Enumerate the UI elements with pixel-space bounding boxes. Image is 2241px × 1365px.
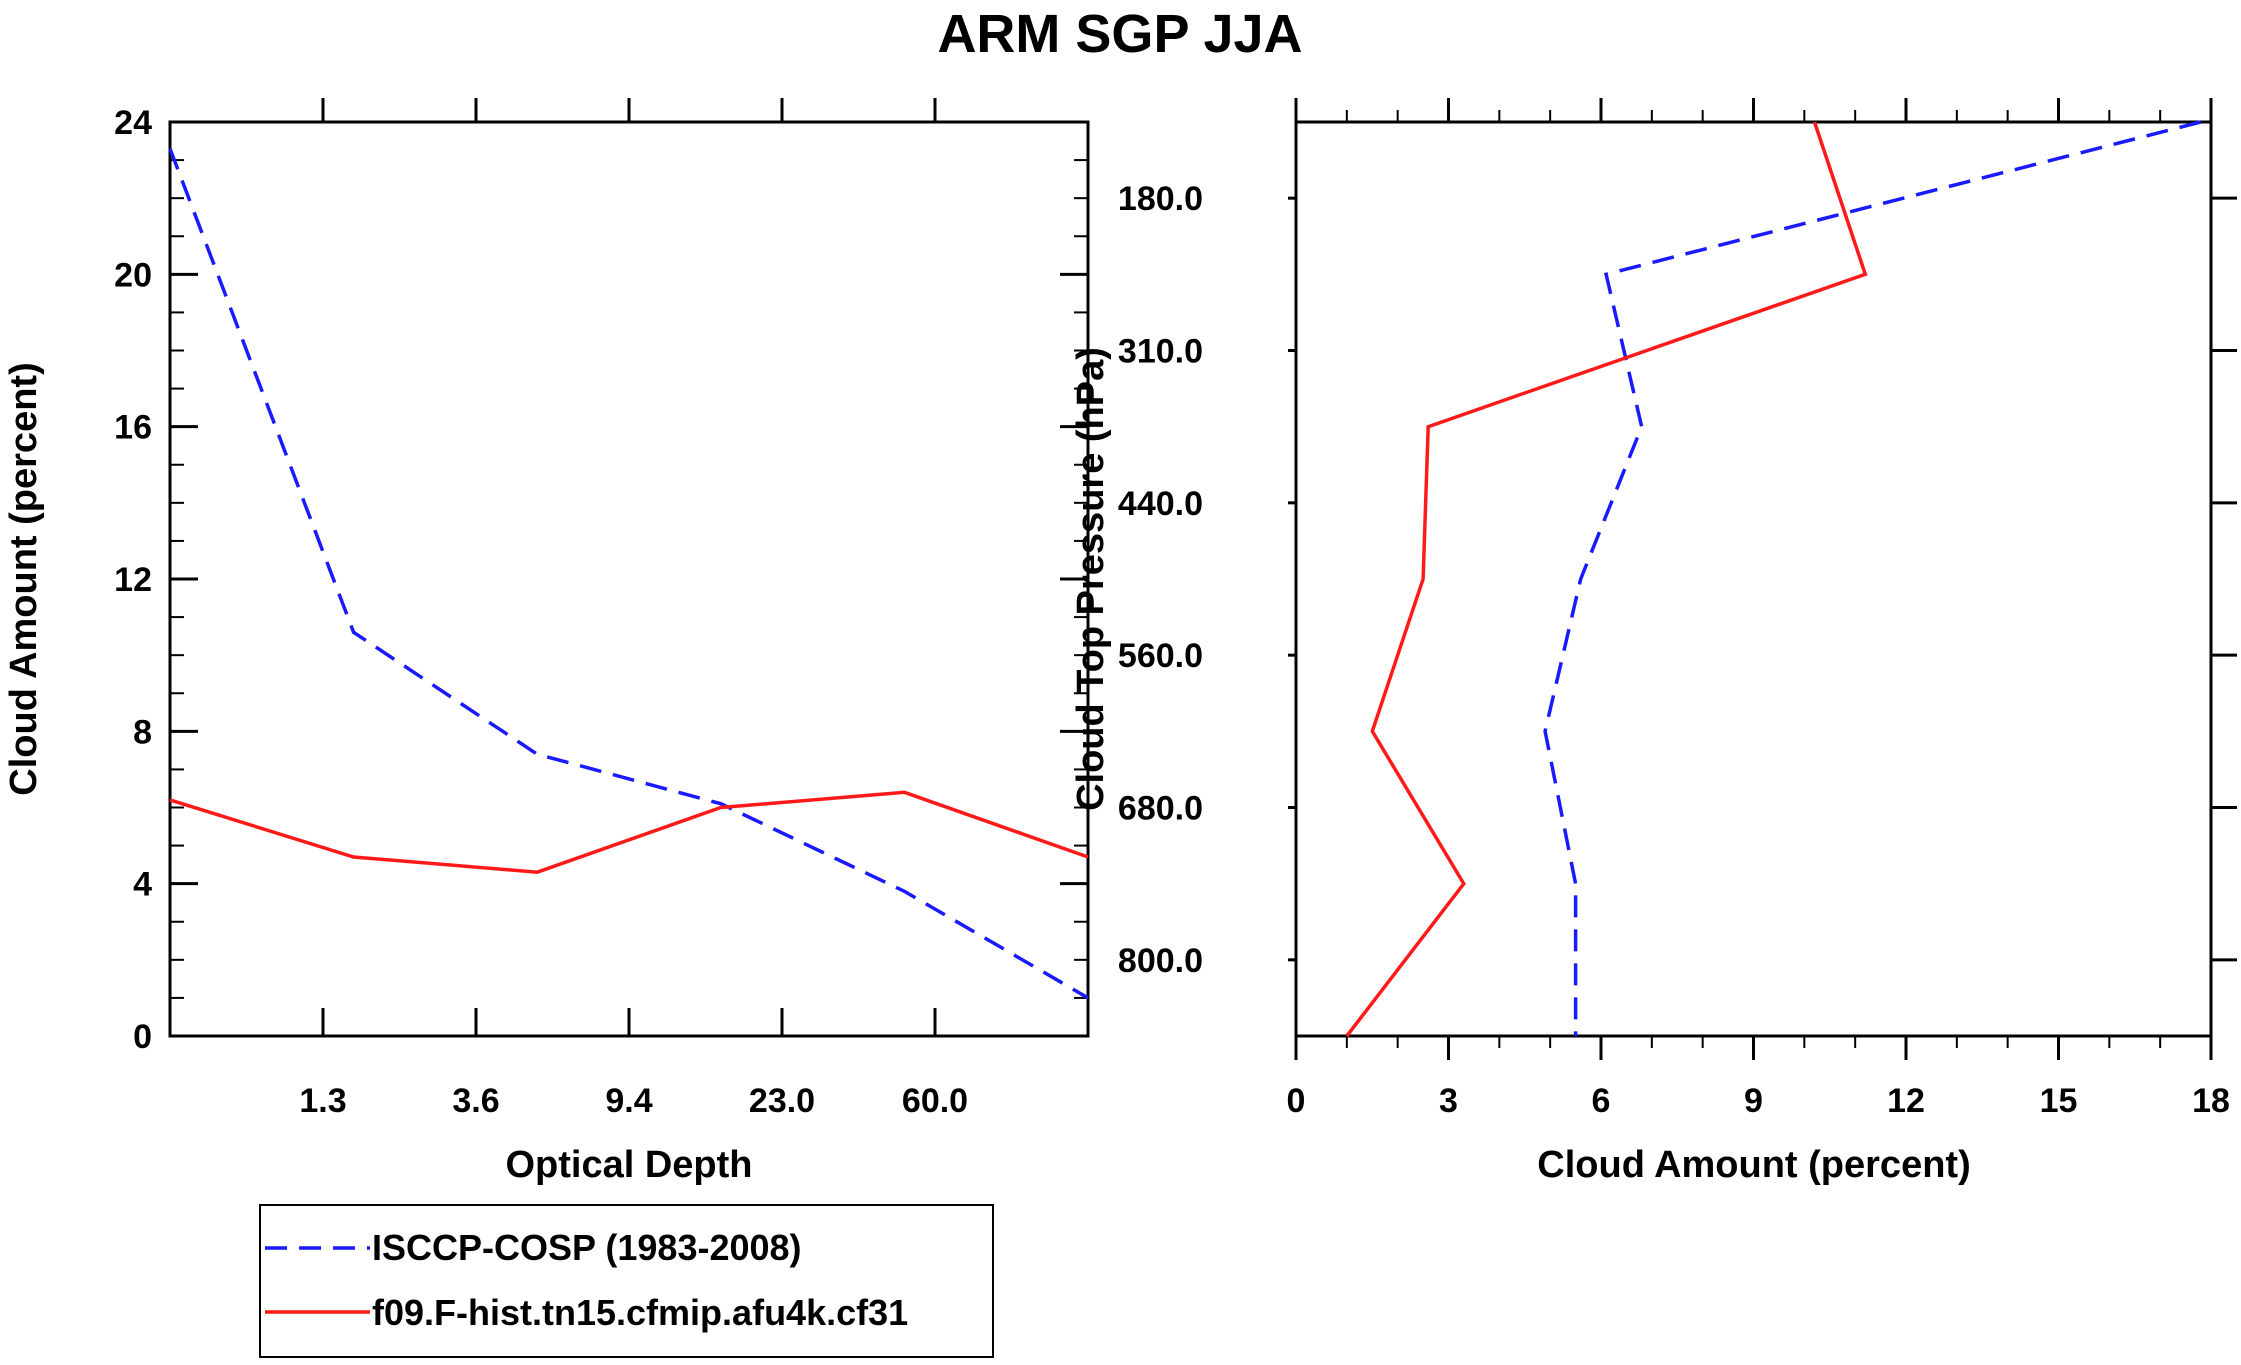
legend-box <box>259 1204 994 1358</box>
left-series-model-line <box>169 790 1089 874</box>
left-y-axis: 0 4 8 12 16 20 24 <box>114 104 1088 1056</box>
right-y-axis: 180.0 310.0 440.0 560.0 680.0 800.0 <box>1118 180 2237 980</box>
left-plot-frame <box>168 120 1090 1038</box>
right-x-tick-label: 18 <box>2192 1082 2230 1120</box>
legend: ISCCP-COSP (1983-2008) f09.F-hist.tn15.c… <box>259 1204 994 1358</box>
right-series-model-line <box>1345 121 1868 1038</box>
right-plot-frame <box>1294 120 2213 1038</box>
right-y-tick-label: 440.0 <box>1118 485 1203 523</box>
left-panel: 0 4 8 12 16 20 24 1.3 3.6 9.4 23.0 60.0 Optical De… <box>3 98 1090 1186</box>
left-x-tick-label: 23.0 <box>749 1082 815 1120</box>
right-x-tick-label: 3 <box>1439 1082 1458 1120</box>
left-x-tick-label: 3.6 <box>452 1082 499 1120</box>
right-y-tick-label: 680.0 <box>1118 790 1203 828</box>
legend-label-obs: ISCCP-COSP (1983-2008) <box>372 1227 802 1268</box>
right-x-tick-label: 9 <box>1744 1082 1763 1120</box>
left-y-tick-label: 0 <box>133 1018 152 1056</box>
left-y-tick-label: 16 <box>114 409 152 447</box>
left-series-obs-line <box>168 148 1089 1000</box>
legend-label-model: f09.F-hist.tn15.cfmip.afu4k.cf31 <box>372 1292 908 1333</box>
right-x-tick-label: 0 <box>1287 1082 1306 1120</box>
left-series <box>168 148 1089 1000</box>
right-x-tick-label: 6 <box>1592 1082 1611 1120</box>
right-y-tick-label: 800.0 <box>1118 942 1203 980</box>
left-y-tick-label: 4 <box>133 866 152 904</box>
left-x-axis: 1.3 3.6 9.4 23.0 60.0 <box>299 98 968 1120</box>
right-x-axis-label: Cloud Amount (percent) <box>1537 1144 1970 1186</box>
left-y-tick-label: 8 <box>133 713 152 751</box>
chart-title: ARM SGP JJA <box>937 4 1302 64</box>
right-y-tick-label: 310.0 <box>1118 333 1203 371</box>
right-series-obs-line <box>1543 120 2202 1036</box>
right-x-tick-label: 12 <box>1887 1082 1925 1120</box>
left-y-axis-label: Cloud Amount (percent) <box>3 362 45 795</box>
left-y-tick-label: 24 <box>114 104 152 142</box>
left-x-tick-label: 60.0 <box>902 1082 968 1120</box>
right-series <box>1345 120 2202 1038</box>
right-panel: 180.0 310.0 440.0 560.0 680.0 800.0 0 3 6 9 12 15 1… <box>1070 98 2237 1186</box>
left-x-axis-label: Optical Depth <box>505 1144 752 1186</box>
left-y-tick-label: 12 <box>114 561 152 599</box>
left-x-tick-label: 9.4 <box>605 1082 652 1120</box>
left-y-tick-label: 20 <box>114 256 152 294</box>
right-y-axis-label: Cloud Top Pressure (hPa) <box>1070 347 1112 811</box>
right-x-axis: 0 3 6 9 12 15 18 <box>1287 98 2230 1120</box>
right-y-tick-label: 180.0 <box>1118 180 1203 218</box>
left-x-tick-label: 1.3 <box>299 1082 346 1120</box>
right-y-tick-label: 560.0 <box>1118 637 1203 675</box>
right-x-tick-label: 15 <box>2040 1082 2078 1120</box>
